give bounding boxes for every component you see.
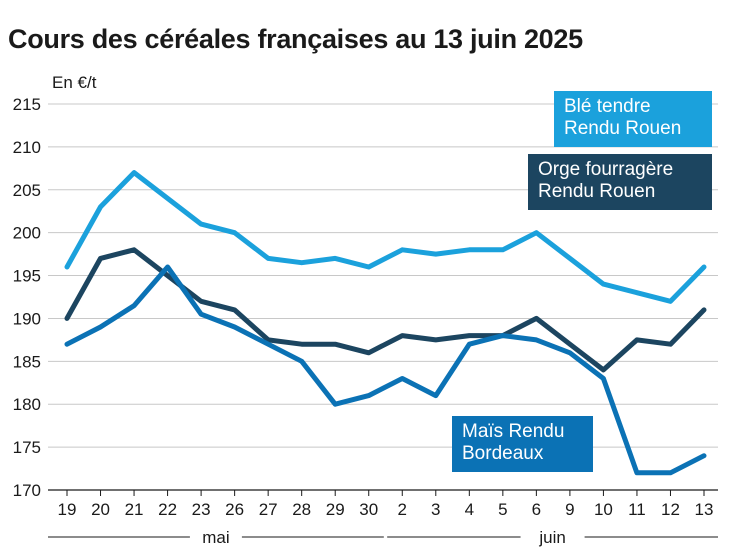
x-tick-label: 5 [498,500,507,519]
x-tick-label: 19 [58,500,77,519]
x-tick-label: 10 [594,500,613,519]
legend-ble-tendre-line-1: Blé tendre [564,96,651,117]
series-lines [64,170,707,476]
x-tick-label: 13 [695,500,714,519]
legend-mais-line-2: Bordeaux [462,443,544,464]
x-tick-label: 12 [661,500,680,519]
x-tick-label: 6 [532,500,541,519]
y-tick-label: 205 [13,181,41,200]
series-line-1 [64,247,707,373]
series-line-0 [64,170,707,304]
legend-orge-fourragere: Orge fourragère Rendu Rouen [528,154,712,210]
legend-ble-tendre: Blé tendre Rendu Rouen [554,91,712,147]
legend-mais: Maïs Rendu Bordeaux [452,416,593,472]
axes [48,489,718,538]
y-tick-label: 185 [13,352,41,371]
legend-orge-fourragere-line-1: Orge fourragère [538,159,674,180]
x-tick-label: 11 [628,500,646,519]
x-tick-label: 20 [91,500,110,519]
x-tick-label: 28 [292,500,311,519]
legend-orge-fourragere-line-2: Rendu Rouen [538,181,656,202]
y-tick-label: 200 [13,224,41,243]
x-tick-label: 26 [225,500,244,519]
y-tick-label: 180 [13,395,41,414]
x-tick-label: 27 [259,500,278,519]
x-tick-label: 9 [565,500,574,519]
y-unit-label: En €/t [52,73,97,92]
page-title: Cours des céréales françaises au 13 juin… [8,24,583,54]
y-tick-label: 170 [13,481,41,500]
legend-ble-tendre-line-2: Rendu Rouen [564,118,682,139]
legend-mais-line-1: Maïs Rendu [462,421,565,442]
x-tick-label: 21 [125,500,144,519]
x-tick-label: 22 [158,500,177,519]
x-tick-label: 29 [326,500,345,519]
x-tick-label: 23 [192,500,211,519]
x-tick-label: 3 [431,500,440,519]
month-label: juin [538,528,565,547]
x-tick-label: 4 [465,500,474,519]
series-line-2 [64,264,707,476]
y-tick-label: 215 [13,95,41,114]
x-tick-label: 2 [398,500,407,519]
month-label: mai [202,528,229,547]
y-tick-label: 195 [13,267,41,286]
y-tick-label: 210 [13,138,41,157]
y-tick-label: 175 [13,438,41,457]
y-tick-label: 190 [13,309,41,328]
x-tick-label: 30 [359,500,378,519]
